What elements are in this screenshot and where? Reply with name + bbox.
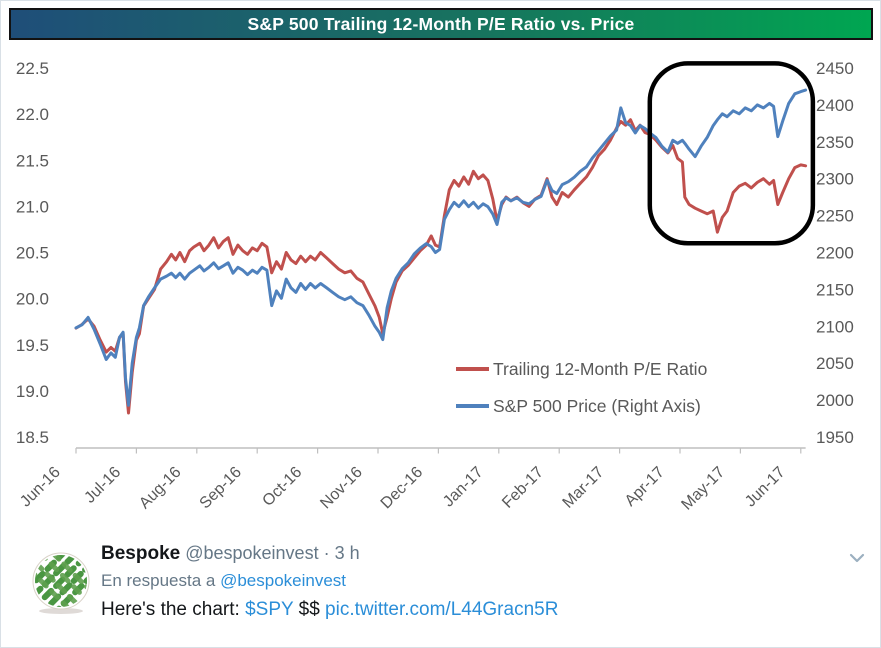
y-axis-left-label: 20.5: [16, 244, 49, 263]
body-text: Here's the chart:: [101, 599, 240, 620]
pe-vs-price-chart: 22.5 22.0 21.5 21.0 20.5 20.0 19.5 19.0 18.5 2450…: [16, 59, 854, 514]
y-axis-right-label: 2150: [816, 280, 854, 299]
chevron-down-icon[interactable]: [846, 547, 868, 569]
x-axis-label: Dec-16: [378, 464, 427, 513]
tweet-body: Here's the chart: $SPY $$ pic.twitter.co…: [101, 599, 801, 621]
timestamp[interactable]: 3 h: [334, 543, 360, 563]
x-axis-label: Nov-16: [317, 464, 366, 513]
y-axis-right-label: 2100: [816, 317, 854, 336]
reply-prefix: En respuesta a: [101, 571, 216, 590]
y-axis-right-label: 2350: [816, 133, 854, 152]
reply-to-link[interactable]: @bespokeinvest: [220, 571, 347, 590]
x-axis-label: Jun-16: [17, 464, 64, 511]
separator-dot: ·: [323, 543, 330, 563]
y-axis-left-label: 18.5: [16, 428, 49, 447]
price-line: [74, 88, 808, 407]
x-axis-label: Sep-16: [197, 464, 246, 513]
reply-context: En respuesta a @bespokeinvest: [101, 571, 801, 591]
y-axis-left-label: 22.5: [16, 59, 49, 78]
body-mid-text: $$: [298, 599, 320, 620]
annotation-box: [647, 61, 816, 246]
chart-area: 22.5 22.0 21.5 21.0 20.5 20.0 19.5 19.0 18.5 2450…: [1, 1, 880, 531]
x-axis-label: Oct-16: [259, 464, 305, 510]
y-axis-left-label: 20.0: [16, 290, 49, 309]
x-axis-label: Jan-17: [440, 464, 487, 511]
x-axis-label: Feb-17: [499, 464, 547, 512]
y-axis-right-label: 2200: [816, 244, 854, 263]
bespoke-logo: [32, 552, 90, 614]
y-axis-left-label: 21.0: [16, 197, 49, 216]
x-axis-label: Jun-17: [742, 464, 789, 511]
x-axis-label: Jul-16: [81, 464, 124, 507]
x-axis-label: Apr-17: [622, 464, 668, 510]
y-axis-right-label: 2050: [816, 354, 854, 373]
y-axis-left-label: 22.0: [16, 105, 49, 124]
tweet-block: Bespoke @bespokeinvest · 3 h En respuest…: [1, 531, 880, 647]
legend-label: Trailing 12-Month P/E Ratio: [493, 359, 707, 379]
y-axis-right-label: 1950: [816, 428, 854, 447]
y-axis-left-label: 21.5: [16, 151, 49, 170]
legend-label: S&P 500 Price (Right Axis): [493, 396, 701, 416]
y-axis-right-label: 2400: [816, 96, 854, 115]
y-axis-right-label: 2000: [816, 391, 854, 410]
avatar[interactable]: [30, 551, 92, 615]
pic-link[interactable]: pic.twitter.com/L44Gracn5R: [325, 599, 559, 620]
y-axis-left-label: 19.0: [16, 382, 49, 401]
cashtag-link[interactable]: $SPY: [245, 599, 294, 620]
x-axis-label: Aug-16: [136, 464, 185, 513]
x-axis-label: May-17: [678, 464, 728, 514]
tweet-header: Bespoke @bespokeinvest · 3 h: [101, 543, 801, 565]
weave-pattern: [35, 555, 87, 607]
pe-ratio-line: [74, 118, 808, 415]
x-axis-label: Mar-17: [560, 464, 608, 512]
y-axis-left-label: 19.5: [16, 336, 49, 355]
chart-title: S&P 500 Trailing 12-Month P/E Ratio vs. …: [9, 8, 873, 40]
y-axis-right-label: 2300: [816, 170, 854, 189]
y-axis-right-label: 2250: [816, 207, 854, 226]
author-name[interactable]: Bespoke: [101, 543, 181, 564]
tweet-content: Bespoke @bespokeinvest · 3 h En respuest…: [101, 543, 801, 627]
y-axis-right-label: 2450: [816, 59, 854, 78]
author-handle[interactable]: @bespokeinvest: [185, 543, 319, 563]
